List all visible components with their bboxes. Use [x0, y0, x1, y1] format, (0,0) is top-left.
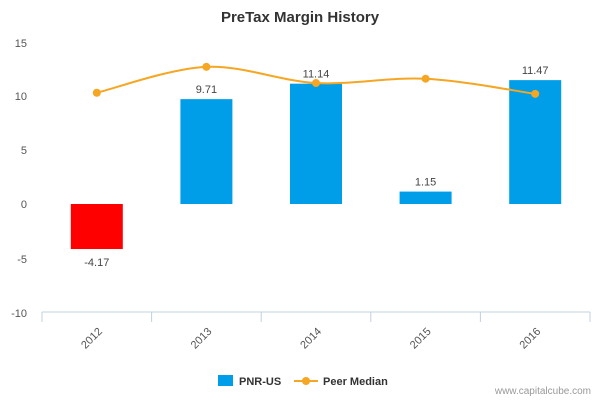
bar	[290, 83, 342, 204]
x-axis-labels: 2012 2013 2014 2015 2016	[79, 326, 543, 352]
bar	[399, 191, 452, 204]
x-tick-label: 2016	[518, 326, 544, 352]
bar	[509, 80, 562, 204]
legend-item-peer-median[interactable]: Peer Median	[294, 376, 388, 388]
y-tick-label: -5	[17, 254, 27, 266]
chart-title: PreTax Margin History	[221, 9, 380, 26]
bar	[70, 204, 123, 250]
y-tick-label: 5	[21, 145, 27, 157]
line-point	[312, 79, 320, 88]
bar	[180, 99, 233, 204]
y-tick-label: -10	[11, 308, 27, 320]
y-tick-label: 10	[15, 91, 27, 103]
x-tick-label: 2015	[408, 326, 434, 352]
legend-label-peer-median: Peer Median	[323, 376, 388, 388]
x-tick-label: 2013	[189, 326, 215, 352]
line-point	[202, 62, 211, 71]
legend[interactable]: PNR-US Peer Median	[218, 375, 388, 388]
legend-swatch-bar	[218, 375, 233, 386]
bar-data-label: 9.71	[196, 84, 217, 96]
y-axis: 15 10 5 0 -5 -10	[11, 38, 27, 320]
bar-series	[70, 80, 562, 250]
credit-text: www.capitalcube.com	[494, 386, 591, 397]
legend-swatch-marker	[302, 377, 310, 385]
bar-data-labels: -4.17 9.71 11.14 1.15 11.47	[84, 65, 548, 269]
legend-item-pnr[interactable]: PNR-US	[218, 375, 281, 388]
legend-label-pnr: PNR-US	[239, 376, 281, 388]
bar-data-label: 1.15	[415, 177, 436, 189]
x-tick-label: 2014	[298, 326, 324, 352]
bar-data-label: 11.47	[522, 65, 549, 77]
line-point	[531, 89, 540, 98]
bar-data-label: -4.17	[84, 257, 109, 269]
line-point	[92, 88, 101, 97]
line-point	[421, 74, 430, 83]
y-tick-label: 15	[15, 38, 27, 50]
x-tick-label: 2012	[79, 326, 105, 352]
bar-data-label: 11.14	[303, 69, 330, 81]
line-series	[92, 62, 540, 98]
x-axis-ticks	[41, 312, 591, 322]
y-tick-label: 0	[21, 199, 27, 211]
